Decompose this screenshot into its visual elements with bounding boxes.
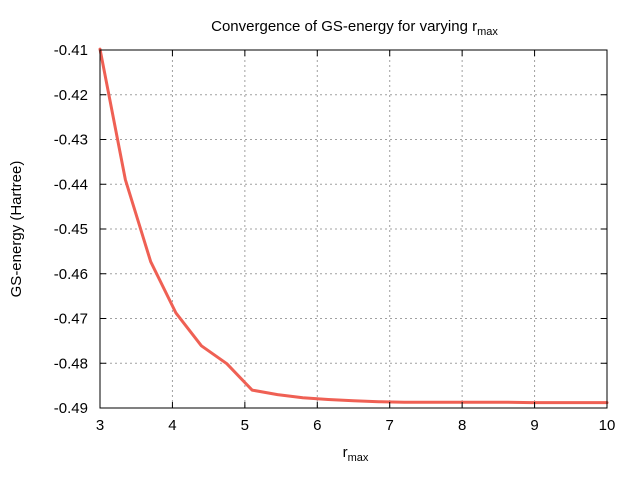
y-tick-label: -0.49: [54, 400, 88, 417]
chart-title-main: Convergence of GS-energy for varying r: [211, 18, 477, 35]
x-axis-label-subscript: max: [348, 452, 369, 464]
x-tick-label: 4: [168, 417, 176, 434]
y-tick-label: -0.45: [54, 221, 88, 238]
y-tick-label: -0.48: [54, 355, 88, 372]
y-axis-label: GS-energy (Hartree): [8, 161, 25, 298]
x-tick-label: 3: [96, 417, 104, 434]
x-tick-label: 7: [386, 417, 394, 434]
y-tick-label: -0.43: [54, 132, 88, 149]
x-tick-label: 8: [458, 417, 466, 434]
x-tick-label: 6: [313, 417, 321, 434]
chart-title: Convergence of GS-energy for varying rma…: [211, 18, 498, 38]
grid-layer: [100, 50, 607, 408]
y-tick-label: -0.42: [54, 87, 88, 104]
x-tick-label: 10: [599, 417, 616, 434]
x-axis-label-main: r: [343, 444, 348, 461]
series-layer: [98, 47, 609, 405]
y-tick-label: -0.44: [54, 176, 88, 193]
y-tick-label: -0.41: [54, 42, 88, 59]
tick-labels-layer: 3 4 5 6 7 8 9 10 -0.41 -0.42 -0.43 -0.44 -0.45 -0.46 -…: [54, 42, 616, 434]
y-tick-label: -0.47: [54, 311, 88, 328]
x-axis-label: rmax: [343, 444, 369, 464]
series-line: [98, 47, 609, 405]
x-tick-label: 5: [241, 417, 249, 434]
x-tick-label: 9: [530, 417, 538, 434]
ticks-layer: [99, 49, 608, 409]
y-tick-label: -0.46: [54, 266, 88, 283]
chart-title-subscript: max: [477, 26, 498, 38]
